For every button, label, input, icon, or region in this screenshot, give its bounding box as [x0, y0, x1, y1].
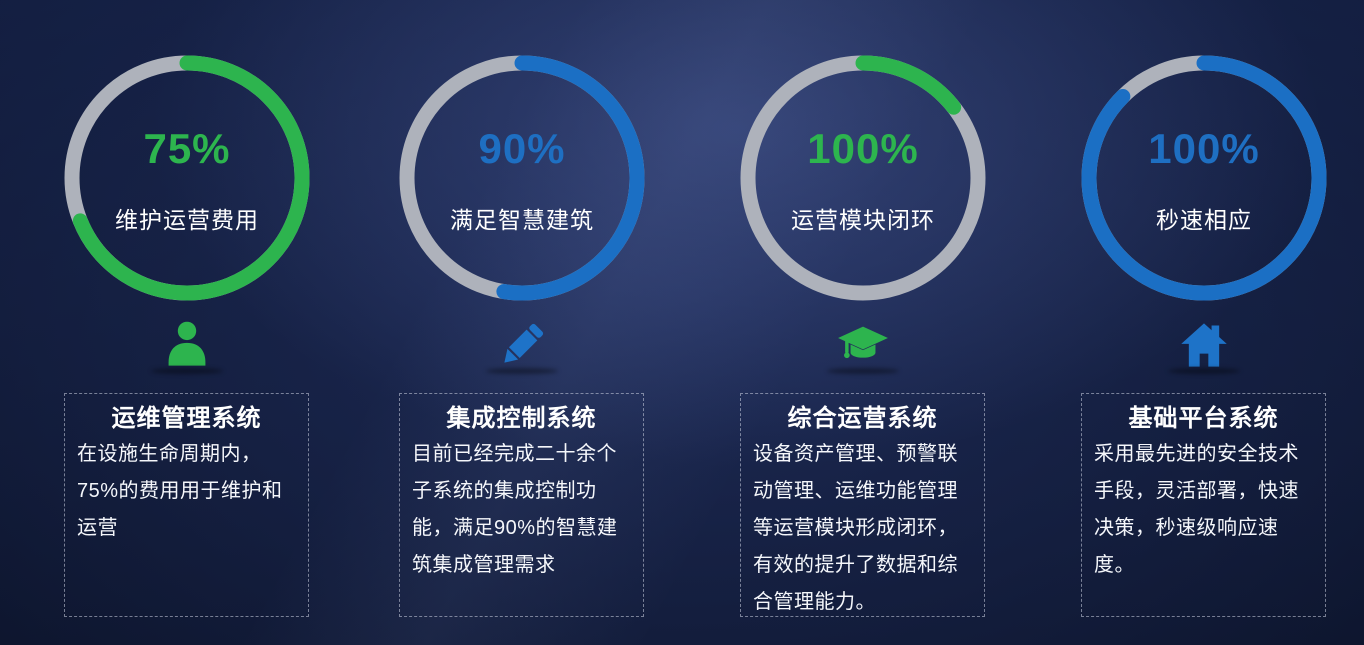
gauge-operations-loop: 100% 运营模块闭环	[740, 55, 986, 301]
gauge-caption: 满足智慧建筑	[450, 207, 594, 233]
gauge-caption: 运营模块闭环	[791, 207, 935, 233]
info-card: 综合运营系统 设备资产管理、预警联 动管理、运维功能管理 等运营模块形成闭环， …	[740, 393, 985, 617]
gauge-arc	[64, 55, 310, 301]
icon-shadow	[151, 368, 223, 374]
icon-slot	[1081, 314, 1327, 376]
gauge-ring	[1081, 55, 1327, 301]
person-icon	[168, 321, 206, 366]
icon-shadow	[1168, 368, 1240, 374]
gauge-ring	[64, 55, 310, 301]
icon-shadow	[827, 368, 899, 374]
card-title: 集成控制系统	[446, 405, 597, 432]
gauge-ring	[740, 55, 986, 301]
icon-slot	[740, 314, 986, 376]
gauge-percent: 90%	[478, 125, 566, 172]
gauge-caption: 秒速相应	[1156, 207, 1252, 233]
card-title: 基础平台系统	[1128, 405, 1279, 432]
gauge-maintenance: 75% 维护运营费用	[64, 55, 310, 301]
gauge-percent: 100%	[1148, 125, 1260, 172]
info-card: 运维管理系统 在设施生命周期内， 75%的费用用于维护和 运营	[64, 393, 309, 617]
card-body: 采用最先进的安全技术 手段，灵活部署，快速 决策，秒速级响应速 度。	[1094, 443, 1299, 576]
pencil-icon	[504, 323, 544, 363]
column-base-platform: 100% 秒速相应 基础平台系统 采用最先进的安全技术 手段，灵活部署，快速 决…	[1081, 0, 1327, 645]
info-card: 集成控制系统 目前已经完成二十余个 子系统的集成控制功 能，满足90%的智慧建 …	[399, 393, 644, 617]
card-title: 运维管理系统	[111, 405, 262, 432]
column-operations-maintenance: 75% 维护运营费用 运维管理系统 在设施生命周期内， 75%的费用用于维护和 …	[64, 0, 310, 645]
gauge-caption: 维护运营费用	[115, 207, 259, 233]
column-integrated-control: 90% 满足智慧建筑 集成控制系统 目前已经完成二十余个 子系统的集成控制功 能…	[399, 0, 645, 645]
card-body: 目前已经完成二十余个 子系统的集成控制功 能，满足90%的智慧建 筑集成管理需求	[412, 443, 618, 576]
card-body: 在设施生命周期内， 75%的费用用于维护和 运营	[77, 443, 283, 539]
card-body: 设备资产管理、预警联 动管理、运维功能管理 等运营模块形成闭环， 有效的提升了数…	[753, 443, 958, 613]
gauge-percent: 100%	[807, 125, 919, 172]
gauge-response: 100% 秒速相应	[1081, 55, 1327, 301]
gauge-smart-building: 90% 满足智慧建筑	[399, 55, 645, 301]
graduation-cap-icon	[838, 326, 888, 359]
icon-slot	[64, 314, 310, 376]
gauge-percent: 75%	[143, 125, 231, 172]
gauge-arc	[1081, 55, 1327, 301]
info-card: 基础平台系统 采用最先进的安全技术 手段，灵活部署，快速 决策，秒速级响应速 度…	[1081, 393, 1326, 617]
home-icon	[1181, 323, 1227, 367]
gauge-arc	[399, 55, 645, 301]
gauge-ring	[399, 55, 645, 301]
card-title: 综合运营系统	[787, 405, 938, 432]
gauge-arc	[740, 55, 986, 301]
icon-shadow	[486, 368, 558, 374]
icon-slot	[399, 314, 645, 376]
column-integrated-operations: 100% 运营模块闭环 综合运营系统 设备资产管理、预警联 动管理、运维功能管理…	[740, 0, 986, 645]
